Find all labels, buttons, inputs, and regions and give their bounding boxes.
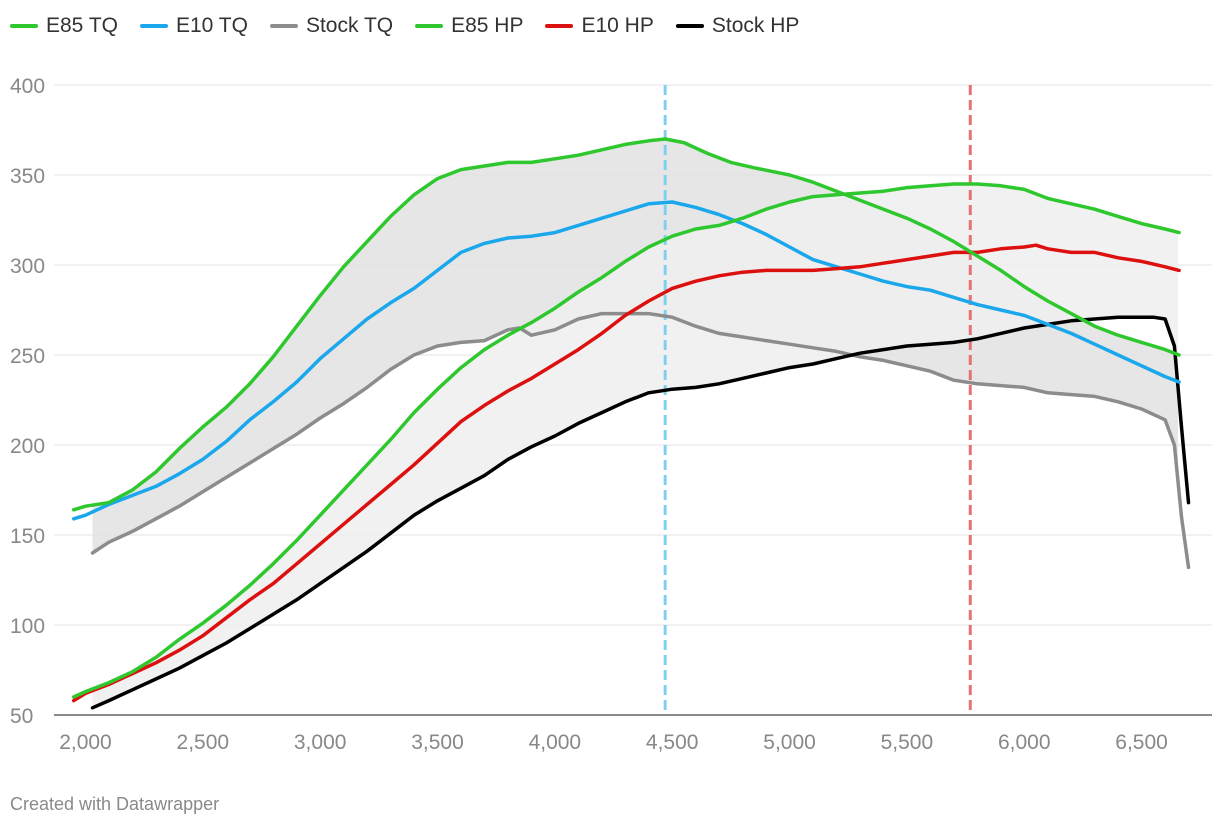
x-tick-label: 2,000 <box>59 731 112 754</box>
legend-label: Stock TQ <box>305 14 394 37</box>
y-tick-label: 150 <box>10 525 45 548</box>
x-tick-label: 3,500 <box>411 731 464 754</box>
y-tick-label: 250 <box>10 345 45 368</box>
legend: E85 TQ E10 TQ Stock TQ E85 HP E10 HP Stock HP <box>10 14 821 38</box>
legend-item: Stock TQ <box>269 14 394 38</box>
legend-item: E10 HP <box>545 14 654 38</box>
legend-label: E10 HP <box>581 14 654 37</box>
legend-label: E10 TQ <box>175 14 248 37</box>
y-tick-label: 50 <box>10 705 33 728</box>
legend-swatch <box>675 24 704 28</box>
y-tick-label: 100 <box>10 615 45 638</box>
series-line-e85-hp <box>71 182 1181 699</box>
legend-swatch <box>10 24 38 28</box>
legend-item: Stock HP <box>675 14 800 38</box>
x-tick-label: 5,000 <box>763 731 816 754</box>
credit-text: Created with Datawrapper <box>10 794 220 814</box>
series-line-e85-tq <box>71 137 1181 512</box>
y-tick-label: 400 <box>10 75 45 98</box>
x-tick-label: 2,500 <box>177 731 230 754</box>
legend-item: E85 HP <box>415 14 523 38</box>
x-tick-label: 3,000 <box>294 731 347 754</box>
axis-labels: 50 100 150 200 250 300 350 400 2,000 2,500 3,000 3,… <box>10 75 1168 754</box>
x-tick-label: 4,500 <box>646 731 699 754</box>
y-tick-label: 350 <box>10 165 45 188</box>
x-tick-label: 4,000 <box>529 731 582 754</box>
series-line-stock-tq <box>90 311 1191 570</box>
series-line-e10-hp <box>71 243 1181 703</box>
y-tick-label: 200 <box>10 435 45 458</box>
series-line-e10-tq <box>71 200 1181 521</box>
legend-label: E85 TQ <box>46 14 118 37</box>
legend-item: E85 TQ <box>10 14 118 38</box>
legend-item: E10 TQ <box>139 14 248 38</box>
legend-swatch <box>139 24 168 28</box>
legend-swatch <box>269 24 298 28</box>
legend-swatch <box>415 24 444 28</box>
reference-lines <box>663 85 972 715</box>
x-tick-label: 6,000 <box>998 731 1051 754</box>
legend-swatch <box>545 24 574 28</box>
series-lines <box>71 137 1191 710</box>
y-tick-label: 300 <box>10 255 45 278</box>
shaded-ranges <box>92 139 1178 708</box>
x-tick-label: 5,500 <box>881 731 934 754</box>
series-line-stock-hp <box>90 315 1191 710</box>
legend-label: E85 HP <box>451 14 524 37</box>
shaded-range <box>92 184 1178 708</box>
legend-label: Stock HP <box>711 14 800 37</box>
x-tick-label: 6,500 <box>1115 731 1168 754</box>
